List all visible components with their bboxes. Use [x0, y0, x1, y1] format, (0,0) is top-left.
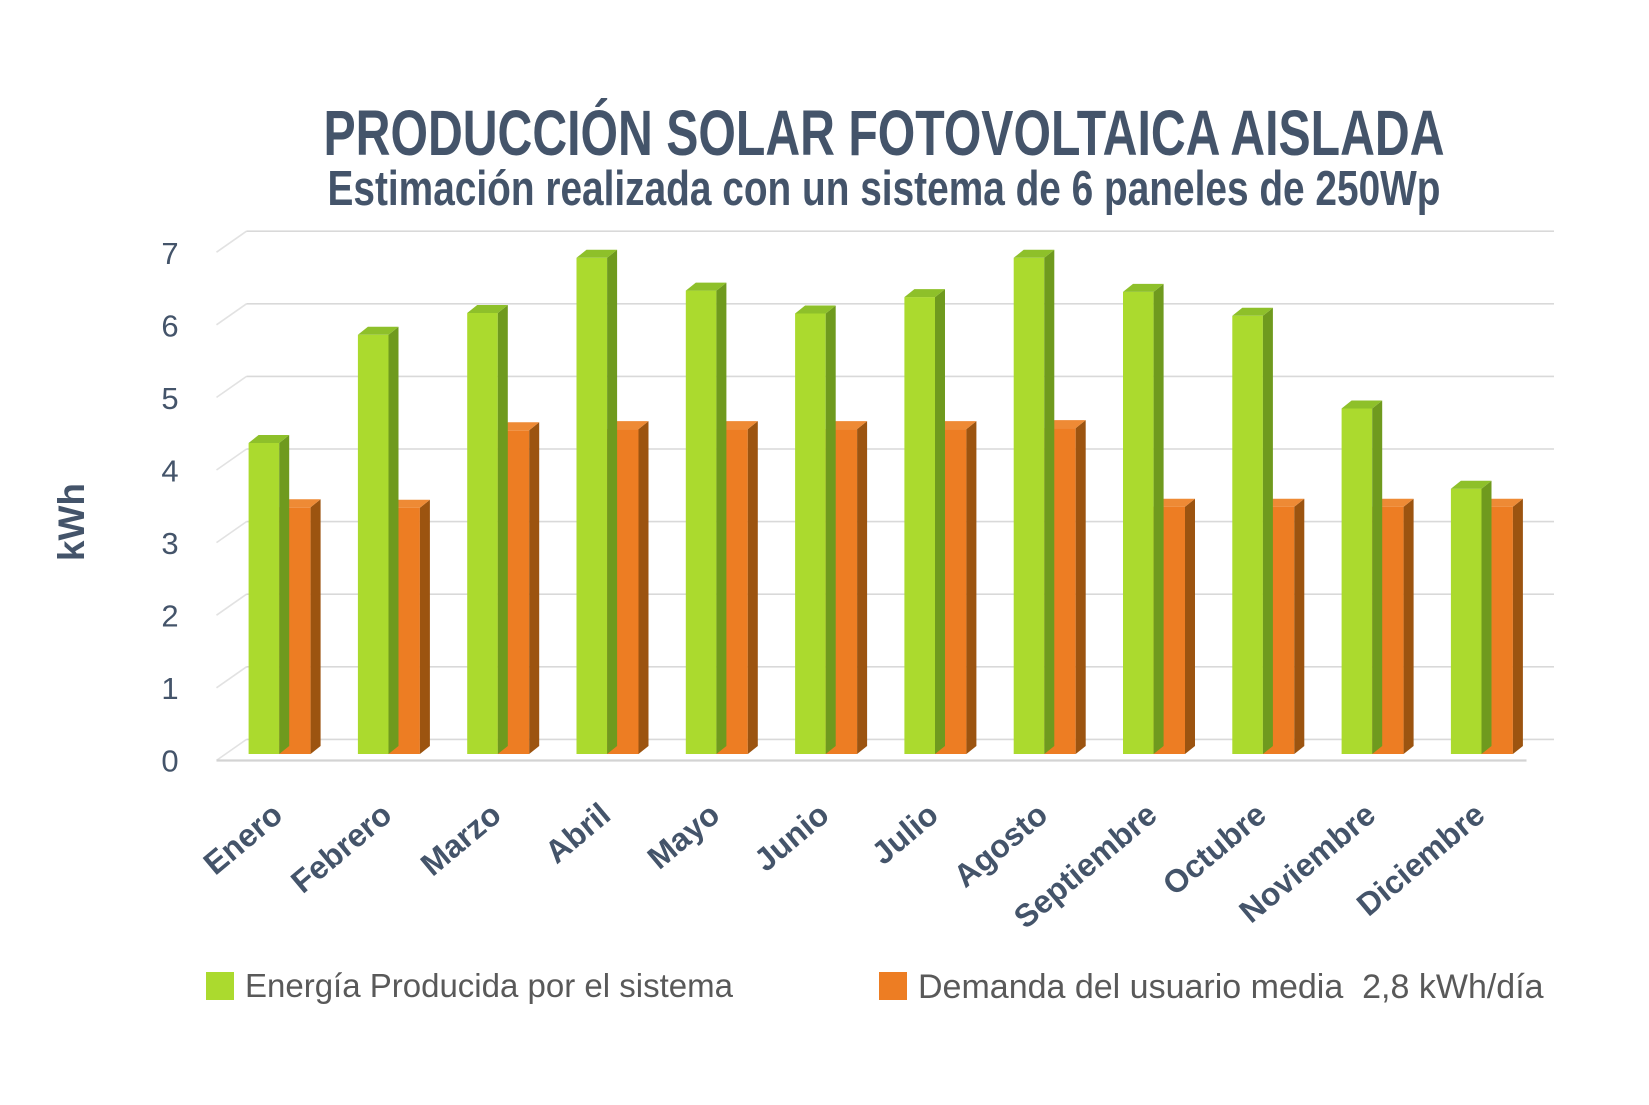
svg-text:Energía Producida por el siste: Energía Producida por el sistema	[245, 967, 734, 1004]
svg-text:Demanda del usuario media 2,8: Demanda del usuario media 2,8 kWh/día	[918, 968, 1544, 1006]
svg-text:3: 3	[161, 526, 178, 561]
svg-text:Estimación realizada con un si: Estimación realizada con un sistema de 6…	[328, 162, 1441, 216]
svg-text:kWh: kWh	[51, 483, 92, 561]
svg-text:7: 7	[161, 236, 178, 271]
svg-text:1: 1	[161, 671, 178, 706]
svg-text:4: 4	[161, 454, 178, 489]
svg-text:5: 5	[161, 381, 178, 416]
svg-text:2: 2	[161, 599, 178, 634]
svg-text:PRODUCCIÓN SOLAR FOTOVOLTAICA: PRODUCCIÓN SOLAR FOTOVOLTAICA AISLADA	[324, 97, 1445, 169]
svg-text:6: 6	[161, 309, 178, 344]
svg-text:0: 0	[161, 744, 178, 779]
